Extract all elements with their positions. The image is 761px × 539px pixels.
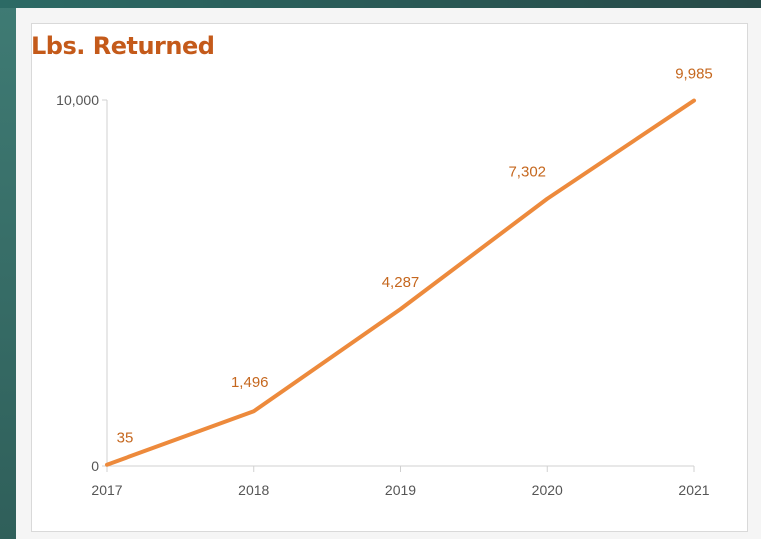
x-tick-label: 2017 — [91, 482, 122, 498]
data-label: 9,985 — [675, 66, 713, 83]
x-tick-label: 2018 — [238, 482, 269, 498]
slide-top-edge — [0, 0, 761, 8]
series-marks — [105, 98, 696, 467]
x-tick-label: 2019 — [385, 482, 416, 498]
chart-title: Lbs. Returned — [31, 32, 215, 60]
x-tick-label: 2020 — [532, 482, 563, 498]
data-label: 1,496 — [231, 374, 269, 391]
data-labels: 35 1,496 4,287 7,302 9,985 — [117, 66, 713, 447]
slide-left-edge — [0, 0, 16, 539]
y-tick-label: 10,000 — [56, 92, 99, 108]
y-tick-label: 0 — [91, 458, 99, 474]
data-label: 35 — [117, 430, 134, 447]
axes: 0 10,000 2017 2018 2019 2020 2021 — [56, 92, 710, 498]
x-tick-label: 2021 — [678, 482, 709, 498]
chart-card — [16, 8, 761, 539]
data-label: 4,287 — [382, 274, 420, 291]
data-label: 7,302 — [508, 164, 546, 181]
